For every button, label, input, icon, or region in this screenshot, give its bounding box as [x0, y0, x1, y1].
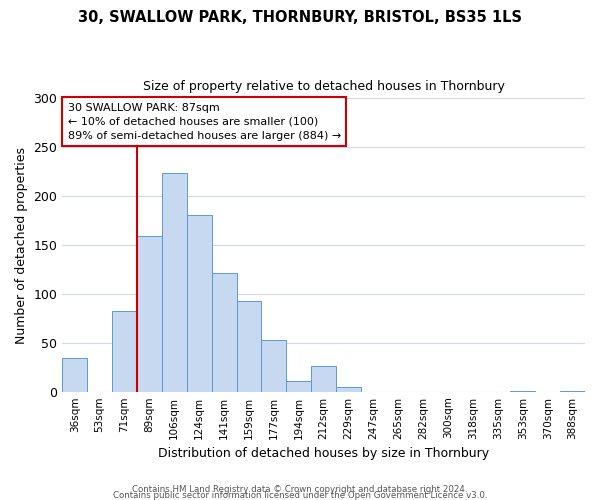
Bar — [62, 358, 87, 392]
Bar — [560, 390, 585, 392]
Text: 30, SWALLOW PARK, THORNBURY, BRISTOL, BS35 1LS: 30, SWALLOW PARK, THORNBURY, BRISTOL, BS… — [78, 10, 522, 25]
Bar — [262, 340, 286, 392]
X-axis label: Distribution of detached houses by size in Thornbury: Distribution of detached houses by size … — [158, 447, 489, 460]
Bar — [162, 172, 187, 392]
Bar — [187, 214, 212, 392]
Bar — [311, 366, 336, 392]
Bar — [511, 390, 535, 392]
Bar — [336, 387, 361, 392]
Bar — [286, 381, 311, 392]
Text: Contains public sector information licensed under the Open Government Licence v3: Contains public sector information licen… — [113, 490, 487, 500]
Text: Contains HM Land Registry data © Crown copyright and database right 2024.: Contains HM Land Registry data © Crown c… — [132, 484, 468, 494]
Bar — [112, 310, 137, 392]
Y-axis label: Number of detached properties: Number of detached properties — [15, 146, 28, 344]
Bar — [137, 236, 162, 392]
Bar — [212, 274, 236, 392]
Bar — [236, 300, 262, 392]
Text: 30 SWALLOW PARK: 87sqm
← 10% of detached houses are smaller (100)
89% of semi-de: 30 SWALLOW PARK: 87sqm ← 10% of detached… — [68, 102, 341, 141]
Title: Size of property relative to detached houses in Thornbury: Size of property relative to detached ho… — [143, 80, 505, 93]
